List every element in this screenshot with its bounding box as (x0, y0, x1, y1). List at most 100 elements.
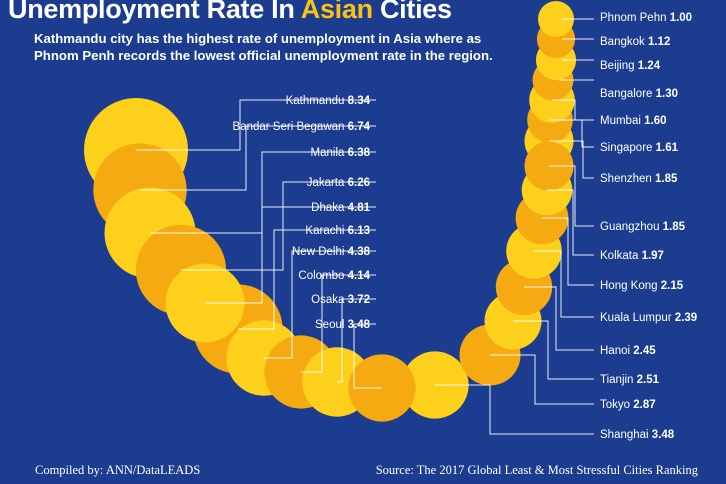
city-name: Kuala Lumpur (600, 312, 675, 324)
leader-kuala-lumpur (534, 250, 594, 318)
label-osaka: Osaka 3.72 (311, 294, 370, 306)
leader-singapore (550, 119, 594, 148)
city-name: Bangalore (600, 88, 656, 100)
leader-mumbai (552, 99, 594, 121)
city-name: Manila (311, 147, 348, 159)
city-name: Shanghai (600, 429, 652, 441)
city-name: Colombo (298, 270, 347, 282)
label-tokyo: Tokyo 2.87 (600, 399, 656, 411)
source-text: Source: The 2017 Global Least & Most Str… (375, 463, 698, 477)
city-value: 2.87 (633, 399, 655, 411)
label-seoul: Seoul 3.48 (315, 319, 371, 331)
leader-kathmandu (136, 99, 376, 151)
city-name: Tokyo (600, 399, 633, 411)
city-value: 2.15 (661, 280, 684, 292)
page-title: Unemployment Rate In Asian Cities (8, 0, 452, 25)
title-highlight: Asian (300, 0, 373, 24)
label-mumbai: Mumbai 1.60 (600, 115, 667, 127)
label-manila: Manila 6.38 (311, 147, 371, 159)
leader-shanghai (435, 384, 594, 435)
city-value: 3.48 (652, 429, 675, 441)
leader-jakarta (181, 181, 376, 271)
label-dhaka: Dhaka 4.81 (311, 202, 370, 214)
city-value: 1.60 (644, 115, 666, 127)
label-hong-kong: Hong Kong 2.15 (600, 280, 684, 292)
city-name: Mumbai (600, 115, 644, 127)
label-guangzhou: Guangzhou 1.85 (600, 221, 686, 233)
city-value: 1.61 (656, 142, 679, 154)
city-value: 2.39 (675, 312, 697, 324)
city-name: Kathmandu (286, 95, 348, 107)
city-name: Osaka (311, 294, 347, 306)
subtitle-line-1: Kathmandu city has the highest rate of u… (34, 31, 482, 46)
city-value: 6.26 (348, 177, 370, 189)
city-value: 1.24 (638, 60, 661, 72)
city-value: 3.48 (348, 319, 371, 331)
label-shenzhen: Shenzhen 1.85 (600, 173, 678, 185)
leader-seoul (353, 323, 382, 389)
leader-dhaka (205, 206, 376, 304)
city-name: Kolkata (600, 250, 642, 262)
city-value: 1.85 (655, 173, 678, 185)
city-value: 6.38 (348, 147, 371, 159)
city-name: Guangzhou (600, 221, 663, 233)
label-kathmandu: Kathmandu 8.34 (286, 95, 371, 107)
city-name: Shenzhen (600, 173, 655, 185)
leader-osaka (337, 298, 376, 383)
leader-tianjin (513, 320, 594, 380)
leader-new-delhi (264, 250, 376, 359)
city-value: 8.34 (348, 95, 371, 107)
leader-colombo (301, 274, 376, 373)
label-kuala-lumpur: Kuala Lumpur 2.39 (600, 312, 697, 324)
city-value: 3.72 (348, 294, 370, 306)
city-value: 2.51 (637, 374, 660, 386)
label-bangalore: Bangalore 1.30 (600, 88, 678, 100)
city-name: Karachi (305, 225, 347, 237)
city-value: 6.13 (348, 225, 370, 237)
label-kolkata: Kolkata 1.97 (600, 250, 664, 262)
label-singapore: Singapore 1.61 (600, 142, 679, 154)
leader-guangzhou (549, 165, 594, 227)
city-name: Jakarta (307, 177, 348, 189)
leader-karachi (238, 229, 376, 330)
city-value: 6.74 (348, 121, 371, 133)
label-jakarta: Jakarta 6.26 (307, 177, 370, 189)
city-name: Hanoi (600, 345, 633, 357)
title-part-2: Cities (372, 0, 452, 24)
city-value: 4.14 (348, 270, 371, 282)
city-value: 2.45 (633, 345, 656, 357)
label-bandar-seri-begawan: Bandar Seri Begawan 6.74 (233, 121, 371, 133)
leader-hong-kong (542, 217, 594, 286)
city-name: Hong Kong (600, 280, 661, 292)
bubble-phnom-pehn (538, 1, 574, 37)
city-value: 4.81 (348, 202, 371, 214)
city-name: Dhaka (311, 202, 347, 214)
label-bangkok: Bangkok 1.12 (600, 36, 670, 48)
city-value: 1.30 (656, 88, 678, 100)
leader-bandar-seri-begawan (140, 125, 376, 191)
label-tianjin: Tianjin 2.51 (600, 374, 660, 386)
title-part-1: Unemployment Rate In (8, 0, 301, 24)
label-new-delhi: New Delhi 4.38 (292, 246, 371, 258)
label-colombo: Colombo 4.14 (298, 270, 370, 282)
leader-shenzhen (549, 140, 594, 179)
city-name: Phnom Pehn (600, 12, 670, 24)
subtitle: Kathmandu city has the highest rate of u… (34, 30, 493, 64)
leader-manila (150, 151, 376, 234)
city-value: 1.97 (642, 250, 664, 262)
city-name: Beijing (600, 60, 638, 72)
city-value: 4.38 (348, 246, 371, 258)
subtitle-line-2: Phnom Penh records the lowest official u… (34, 48, 493, 63)
leader-hanoi (524, 286, 594, 351)
city-name: Bangkok (600, 36, 648, 48)
city-value: 1.85 (663, 221, 686, 233)
label-hanoi: Hanoi 2.45 (600, 345, 656, 357)
city-name: Singapore (600, 142, 656, 154)
city-name: Seoul (315, 319, 348, 331)
leader-kolkata (547, 189, 594, 256)
city-name: Bandar Seri Begawan (233, 121, 348, 133)
leader-tokyo (490, 354, 594, 405)
label-shanghai: Shanghai 3.48 (600, 429, 675, 441)
city-name: New Delhi (292, 246, 348, 258)
